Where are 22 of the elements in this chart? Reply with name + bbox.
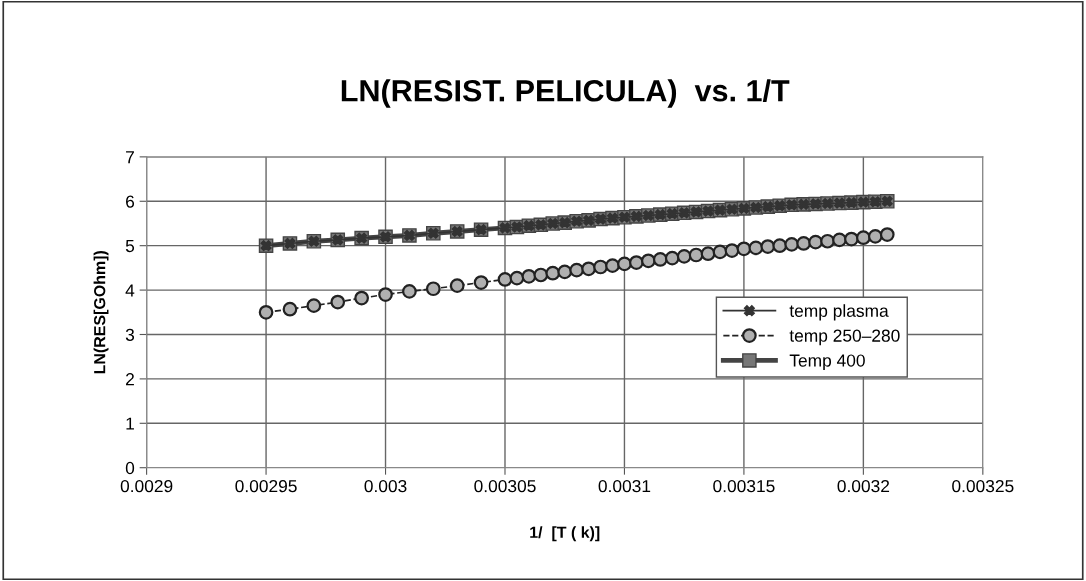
- y-tick-label: 6: [126, 195, 135, 208]
- y-tick-label: 3: [125, 328, 135, 341]
- y-tick-label: 5: [125, 240, 135, 253]
- x-tick-label: 0.0029: [120, 479, 173, 493]
- y-tick-label: 7: [126, 151, 134, 164]
- legend-label: temp 250–280: [789, 329, 900, 346]
- y-tick-label: 4: [125, 284, 135, 297]
- x-tick-label: 0.0032: [837, 479, 890, 493]
- x-tick-label: 0.0031: [598, 479, 651, 493]
- x-tick-label: 0.00305: [474, 479, 536, 493]
- y-tick-label: 1: [126, 417, 134, 430]
- x-tick-label: 0.003: [364, 479, 407, 493]
- x-axis-title: 1/ [T ( k)]: [530, 526, 600, 542]
- x-tick-label: 0.00325: [952, 479, 1014, 493]
- y-tick-label: 2: [126, 373, 134, 386]
- legend-label: Temp 400: [789, 354, 865, 371]
- legend-label: temp plasma: [789, 304, 889, 321]
- chart-title: LN(RESIST. PELICULA) vs. 1/T: [341, 79, 790, 108]
- x-tick-label: 0.00295: [235, 479, 297, 493]
- x-tick-label: 0.00315: [713, 479, 775, 493]
- y-tick-label: 0: [125, 461, 135, 475]
- y-axis-title: LN(RES[GOhm]): [93, 250, 109, 374]
